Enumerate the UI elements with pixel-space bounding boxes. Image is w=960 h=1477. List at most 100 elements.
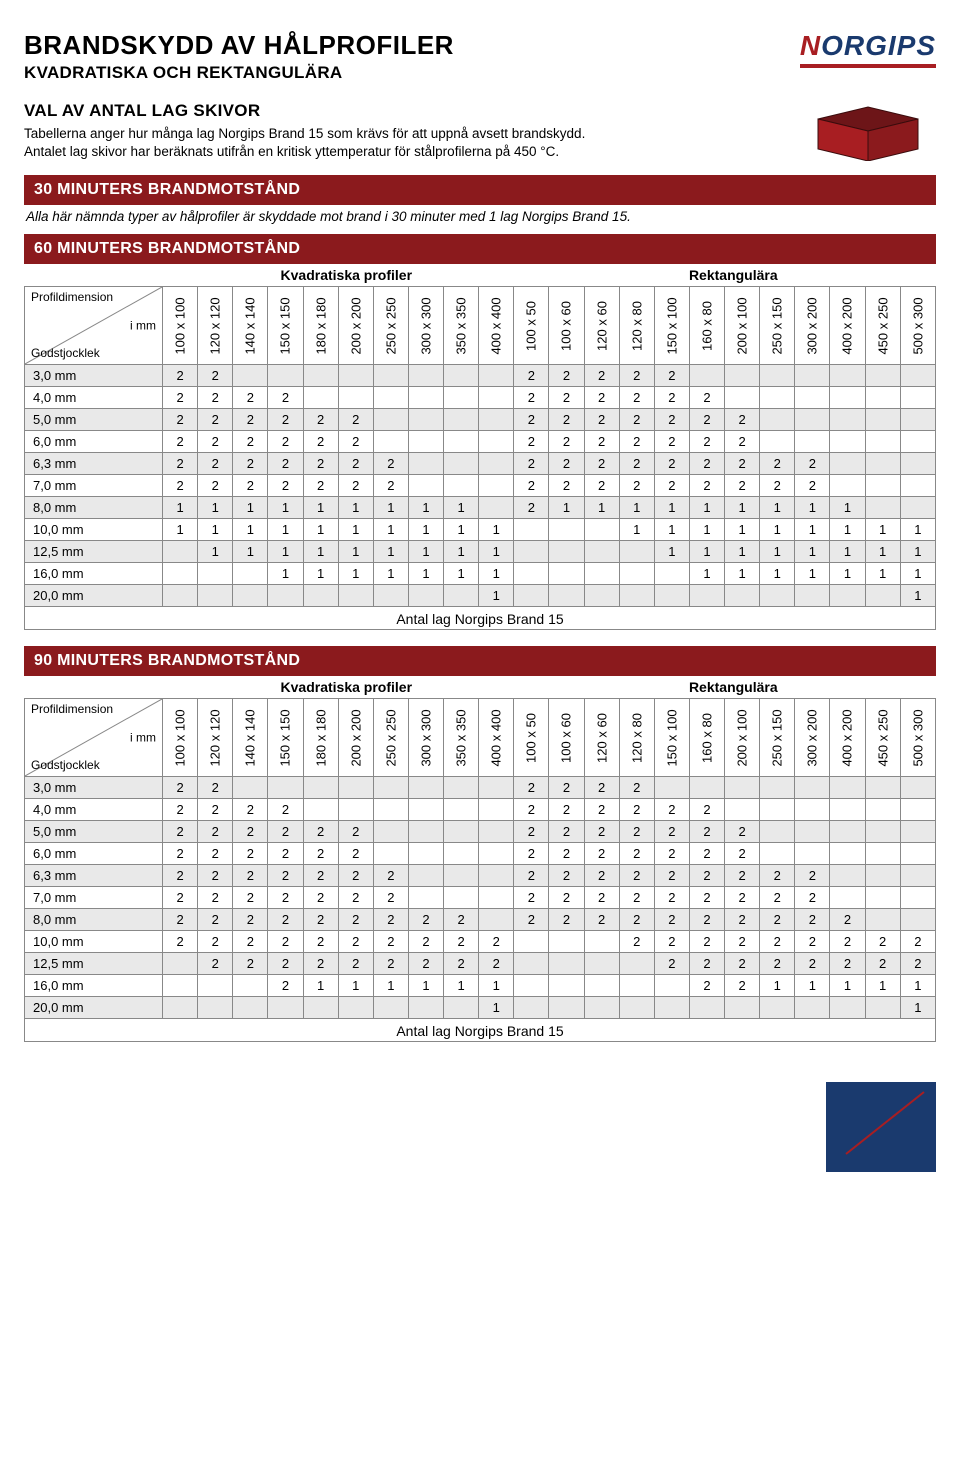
data-cell (444, 821, 479, 843)
data-cell (900, 843, 935, 865)
data-cell (760, 821, 795, 843)
data-cell: 2 (338, 453, 373, 475)
data-cell: 1 (865, 519, 900, 541)
data-cell: 1 (198, 497, 233, 519)
data-cell: 2 (795, 475, 830, 497)
data-cell (444, 365, 479, 387)
data-cell: 2 (303, 843, 338, 865)
data-cell (619, 997, 654, 1019)
data-cell (373, 843, 408, 865)
data-cell: 1 (479, 975, 514, 997)
table-row: 4,0 mm2222222222 (25, 799, 936, 821)
data-cell: 2 (233, 799, 268, 821)
data-cell: 2 (760, 931, 795, 953)
data-cell: 2 (373, 865, 408, 887)
data-cell: 1 (725, 541, 760, 563)
data-cell: 2 (514, 365, 549, 387)
data-cell (163, 975, 198, 997)
column-header: 140 x 140 (233, 287, 268, 365)
legend-top: Profildimension (31, 291, 158, 304)
data-cell: 1 (444, 541, 479, 563)
data-cell: 2 (514, 865, 549, 887)
data-cell (408, 409, 443, 431)
data-cell (865, 799, 900, 821)
data-cell: 2 (725, 843, 760, 865)
data-cell (760, 777, 795, 799)
data-cell (830, 997, 865, 1019)
data-cell: 1 (268, 497, 303, 519)
page-header: BRANDSKYDD AV HÅLPROFILER KVADRATISKA OC… (24, 30, 936, 83)
table-row: 16,0 mm11111111111111 (25, 563, 936, 585)
data-cell: 1 (268, 541, 303, 563)
data-cell: 2 (584, 821, 619, 843)
data-cell (303, 585, 338, 607)
data-cell: 2 (549, 799, 584, 821)
data-cell: 1 (233, 497, 268, 519)
table-row: 20,0 mm11 (25, 585, 936, 607)
data-cell (444, 777, 479, 799)
data-cell: 2 (303, 409, 338, 431)
data-cell: 2 (444, 909, 479, 931)
data-cell: 1 (865, 975, 900, 997)
data-cell: 2 (514, 821, 549, 843)
data-cell (198, 563, 233, 585)
column-header: 200 x 100 (725, 699, 760, 777)
data-cell (479, 821, 514, 843)
data-cell (373, 799, 408, 821)
data-cell: 1 (303, 497, 338, 519)
table-row: 12,5 mm22222222222222222 (25, 953, 936, 975)
data-cell (303, 387, 338, 409)
data-cell (268, 585, 303, 607)
data-cell: 2 (619, 453, 654, 475)
column-header: 300 x 300 (408, 699, 443, 777)
data-cell (830, 365, 865, 387)
data-cell (479, 497, 514, 519)
data-cell: 2 (198, 887, 233, 909)
data-cell: 2 (303, 475, 338, 497)
data-cell: 2 (163, 409, 198, 431)
data-cell (725, 799, 760, 821)
data-cell: 2 (549, 387, 584, 409)
data-cell (900, 821, 935, 843)
data-cell (268, 997, 303, 1019)
data-cell (619, 563, 654, 585)
data-cell: 2 (619, 387, 654, 409)
data-cell (865, 409, 900, 431)
data-cell (549, 931, 584, 953)
table-row: 7,0 mm2222222222222222 (25, 887, 936, 909)
column-cube-icon (808, 101, 928, 161)
column-header: 100 x 60 (549, 699, 584, 777)
column-header: 160 x 80 (689, 287, 724, 365)
data-cell: 2 (689, 865, 724, 887)
data-cell (619, 953, 654, 975)
data-cell: 2 (233, 453, 268, 475)
data-cell: 2 (549, 821, 584, 843)
data-cell: 2 (233, 821, 268, 843)
data-cell: 1 (338, 975, 373, 997)
data-cell (900, 887, 935, 909)
data-cell (795, 997, 830, 1019)
data-cell: 2 (444, 953, 479, 975)
data-cell: 2 (619, 799, 654, 821)
data-cell (514, 975, 549, 997)
data-cell (865, 497, 900, 519)
data-cell (444, 409, 479, 431)
footer-corner-mark (826, 1082, 936, 1172)
table-row: 5,0 mm2222222222222 (25, 409, 936, 431)
data-cell: 2 (514, 453, 549, 475)
data-cell: 2 (725, 475, 760, 497)
data-cell (444, 585, 479, 607)
data-cell: 2 (303, 931, 338, 953)
data-cell: 2 (408, 953, 443, 975)
data-cell (479, 387, 514, 409)
page-subtitle: KVADRATISKA OCH REKTANGULÄRA (24, 63, 454, 83)
data-cell (760, 431, 795, 453)
data-cell: 1 (338, 563, 373, 585)
data-cell: 2 (303, 453, 338, 475)
data-cell (163, 585, 198, 607)
data-cell (514, 953, 549, 975)
data-cell: 2 (549, 365, 584, 387)
data-cell (444, 453, 479, 475)
data-cell (408, 865, 443, 887)
data-cell: 2 (233, 843, 268, 865)
